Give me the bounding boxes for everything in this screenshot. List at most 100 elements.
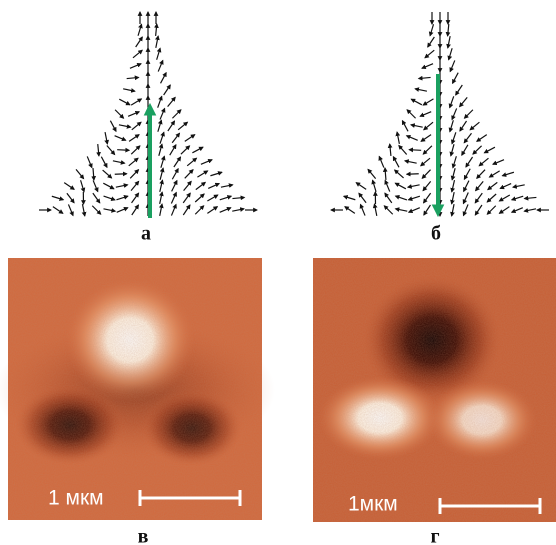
spin-arrow [116, 196, 127, 200]
spin-arrow [161, 156, 164, 167]
spin-arrow [452, 180, 455, 192]
spin-arrow [428, 37, 435, 47]
scale-label: 1мкм [348, 493, 398, 516]
spin-arrow [113, 161, 125, 163]
spin-arrow [512, 196, 523, 200]
spin-arrow [82, 204, 84, 216]
spin-arrow [395, 209, 407, 211]
spin-arrow [52, 196, 63, 199]
spin-arrow [456, 85, 463, 95]
spin-arrow [103, 183, 114, 189]
spin-arrow [187, 158, 196, 166]
spin-arrow [423, 146, 432, 154]
spin-arrow [356, 183, 366, 190]
spin-arrow [115, 136, 126, 141]
spin-arrow [419, 77, 431, 78]
spin-arrow [101, 157, 107, 168]
spin-arrow [184, 181, 192, 190]
spin-arrow [408, 196, 419, 200]
spin-arrow [384, 206, 392, 214]
spin-arrow [452, 132, 456, 143]
spin-arrow [195, 206, 203, 214]
spin-arrow [476, 181, 484, 190]
spin-arrow [171, 193, 176, 204]
spin-arrow [397, 132, 399, 144]
spin-arrow [127, 77, 139, 78]
spin-arrow [407, 110, 415, 118]
spin-arrow [185, 135, 195, 142]
spin-arrow [499, 207, 509, 214]
spin-arrow [477, 135, 487, 142]
spin-arrow [424, 122, 433, 130]
spin-arrow [464, 169, 470, 179]
spin-arrow [130, 170, 138, 179]
spin-arrow [107, 145, 115, 154]
spin-arrow [164, 85, 171, 95]
spin-arrow [453, 156, 456, 167]
spin-arrow [463, 193, 468, 204]
spin-arrow [172, 110, 180, 118]
spin-arrow [81, 180, 84, 191]
spin-arrow [156, 36, 158, 48]
spin-arrow [129, 135, 139, 142]
spin-arrow [168, 97, 176, 106]
spin-arrow [160, 180, 163, 192]
spin-arrow [93, 180, 98, 191]
spin-arrow [424, 193, 431, 203]
spin-arrow [411, 125, 423, 127]
spin-arrow [158, 120, 161, 131]
spin-arrow [452, 108, 457, 119]
spin-arrow [157, 48, 160, 59]
spin-arrow [409, 150, 421, 151]
spin-arrow [195, 194, 204, 202]
mfm-image-v: 1 мкм [0, 258, 275, 520]
spin-arrow [421, 158, 430, 166]
spin-arrow [156, 24, 157, 36]
spin-arrow [489, 171, 499, 177]
spin-arrow [396, 196, 407, 200]
spin-arrow [344, 196, 355, 199]
spin-arrow [117, 150, 129, 151]
spin-arrow [452, 192, 455, 204]
spin-arrow [93, 193, 100, 203]
spin-arrow [103, 170, 112, 178]
spin-arrow [116, 185, 128, 187]
spin-arrow [172, 169, 178, 179]
spin-arrow [487, 194, 496, 202]
spin-arrow [158, 60, 163, 71]
spin-arrow [487, 206, 495, 214]
spin-arrow [500, 184, 511, 189]
spin-arrow [160, 108, 165, 119]
spin-arrow [488, 182, 498, 189]
spin-arrow [513, 185, 525, 187]
spin-arrow [385, 168, 386, 180]
spin-arrow [411, 99, 422, 105]
figure: а б 1 мкм в 1мкм г [0, 0, 556, 545]
spin-arrow [64, 183, 74, 190]
spin-arrow [499, 195, 509, 201]
spin-arrow [502, 172, 513, 175]
spin-arrow [359, 193, 366, 203]
spin-arrow [232, 209, 244, 211]
spin-arrow [470, 122, 479, 130]
spin-arrow [464, 133, 471, 143]
spin-arrow [76, 169, 84, 178]
spin-arrow [197, 171, 207, 177]
spin-arrow [207, 195, 217, 201]
spin-arrow [425, 50, 434, 58]
panel-label: б [431, 223, 441, 245]
spin-arrow [423, 181, 431, 190]
spin-arrow [448, 36, 450, 48]
spin-arrow [128, 112, 139, 117]
spin-arrow [402, 121, 408, 132]
mfm-image-g: 1мкм [313, 258, 556, 522]
spin-arrow [117, 208, 128, 213]
spin-arrow [130, 64, 141, 69]
spin-arrow [473, 146, 482, 154]
page: {"panels": [ {"label": "а"}, {"label": "… [0, 0, 556, 545]
spin-arrow [452, 168, 455, 180]
spin-arrow [170, 145, 176, 155]
spin-arrow [493, 160, 504, 165]
spin-arrow [450, 96, 454, 107]
spin-arrow [68, 204, 73, 215]
